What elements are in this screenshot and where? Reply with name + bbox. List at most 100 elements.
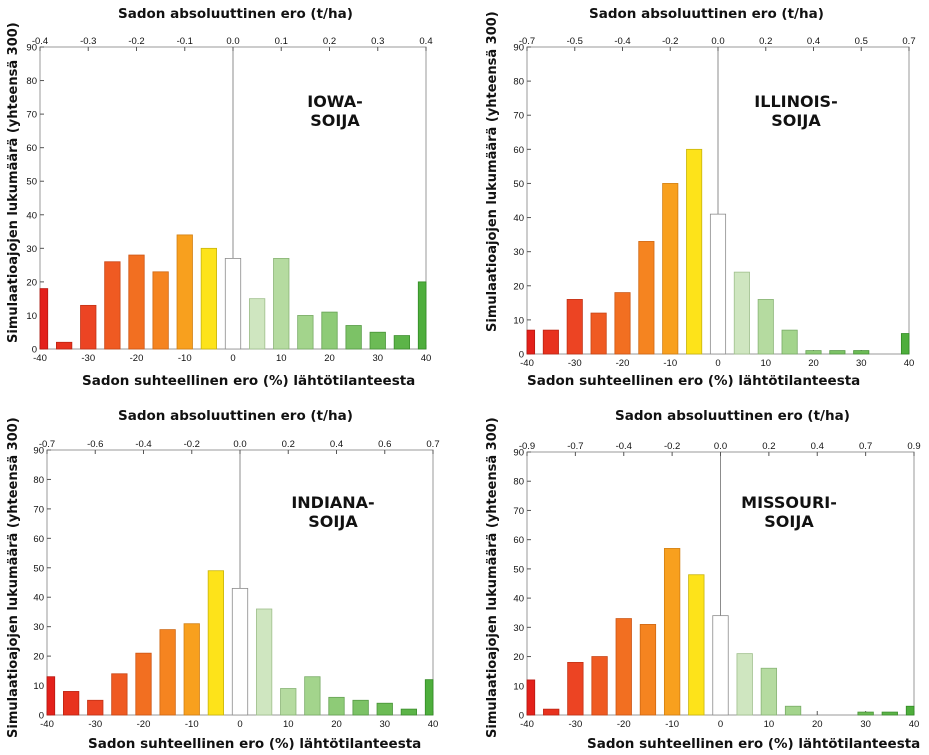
bar: [424, 679, 434, 716]
bar: [638, 241, 655, 355]
bar: [393, 335, 410, 350]
state-label-line-1: MISSOURI-: [741, 493, 837, 512]
bar: [224, 257, 242, 350]
x-tick-label: 30: [856, 358, 867, 369]
bar: [542, 329, 559, 355]
bar: [590, 312, 607, 355]
bar: [733, 271, 750, 355]
top-tick-label: 0.0: [226, 36, 239, 47]
top-tick-label: 0.9: [907, 441, 920, 452]
top-tick-label: -0.7: [519, 36, 535, 47]
y-tick-label: 30: [26, 244, 37, 255]
x-tick-label: -40: [40, 719, 54, 730]
bar: [369, 331, 386, 350]
state-label-line-1: ILLINOIS-: [754, 92, 838, 111]
y-tick-label: 20: [26, 277, 37, 288]
state-label: MISSOURI- SOIJA: [731, 493, 847, 531]
bar: [526, 329, 536, 355]
x-tick-label: -20: [616, 358, 630, 369]
x-tick-label: -10: [663, 358, 677, 369]
y-tick-label: 50: [33, 563, 44, 574]
bar: [249, 298, 266, 350]
top-tick-label: -0.4: [614, 36, 630, 47]
bar: [56, 341, 73, 350]
top-tick-label: -0.2: [184, 439, 200, 450]
y-tick-label: 10: [26, 311, 37, 322]
bar: [829, 350, 846, 355]
top-tick-label: -0.4: [32, 36, 48, 47]
bar: [256, 608, 273, 716]
bar: [591, 656, 608, 716]
x-tick-label: 30: [372, 353, 383, 364]
y-tick-label: 20: [33, 652, 44, 663]
bar: [566, 299, 583, 355]
state-label-line-1: IOWA-: [307, 92, 363, 111]
bar: [104, 261, 121, 350]
y-tick-label: 70: [33, 504, 44, 515]
x-tick-label: -30: [569, 719, 583, 730]
bar: [87, 699, 104, 716]
bar: [183, 623, 200, 716]
bar: [712, 615, 729, 716]
x-tick-label: -40: [33, 353, 47, 364]
chart-panel-indiana: Sadon absoluuttinen ero (t/ha) Simulaati…: [0, 398, 450, 755]
chart-panel-missouri: Sadon absoluuttinen ero (t/ha) Simulaati…: [479, 398, 929, 755]
y-tick-label: 70: [26, 110, 37, 121]
bar: [176, 234, 193, 350]
top-tick-label: 0.2: [762, 441, 775, 452]
y-tick-label: 60: [513, 535, 524, 546]
y-tick-label: 0: [519, 350, 524, 361]
x-tick-label: 30: [379, 719, 390, 730]
bar: [135, 652, 152, 716]
y-tick-label: 40: [33, 593, 44, 604]
bar: [280, 688, 297, 716]
top-tick-label: -0.1: [177, 36, 193, 47]
y-tick-label: 40: [513, 594, 524, 605]
x-tick-label: 40: [904, 358, 915, 369]
x-tick-label: -10: [185, 719, 199, 730]
top-tick-label: -0.4: [135, 439, 151, 450]
plot-area: 0 10 20 30 40 50 60 70 80 90 -40 -30 -20 -10 0 10 20 30 40…: [26, 36, 432, 364]
x-tick-label: 20: [324, 353, 335, 364]
bar: [736, 653, 753, 716]
y-tick-label: 0: [519, 711, 524, 722]
y-tick-label: 50: [513, 179, 524, 190]
bottom-axis-title: Sadon suhteellinen ero (%) lähtötilantee…: [527, 373, 861, 389]
y-axis-title: Simulaatioajojen lukumäärä (yhteensä 300…: [6, 22, 21, 343]
y-tick-label: 10: [513, 315, 524, 326]
top-tick-label: 0.4: [419, 36, 432, 47]
y-tick-label: 30: [513, 623, 524, 634]
x-tick-label: 20: [808, 358, 819, 369]
bottom-axis-title: Sadon suhteellinen ero (%) lähtötilantee…: [88, 736, 422, 752]
bar: [567, 661, 584, 716]
bottom-axis-title: Sadon suhteellinen ero (%) lähtötilantee…: [82, 373, 416, 389]
chart-panel-illinois: Sadon absoluuttinen ero (t/ha) Simulaati…: [479, 0, 929, 396]
x-tick-label: -40: [520, 358, 534, 369]
top-tick-label: 0.2: [323, 36, 336, 47]
y-tick-label: 80: [513, 477, 524, 488]
y-tick-label: 80: [33, 475, 44, 486]
state-label-line-1: INDIANA-: [291, 493, 375, 512]
y-tick-label: 30: [513, 247, 524, 258]
x-tick-label: -10: [665, 719, 679, 730]
x-tick-label: -10: [178, 353, 192, 364]
y-tick-label: 70: [513, 111, 524, 122]
y-tick-label: 60: [513, 145, 524, 156]
x-tick-label: -30: [88, 719, 102, 730]
top-tick-label: -0.9: [519, 441, 535, 452]
bar: [639, 624, 657, 716]
x-tick-label: -20: [137, 719, 151, 730]
top-tick-label: 0.7: [426, 439, 439, 450]
top-tick-label: 0.4: [330, 439, 343, 450]
bar: [304, 676, 321, 716]
y-tick-label: 90: [513, 448, 524, 459]
bar: [688, 574, 705, 716]
bar: [757, 299, 774, 355]
bar: [853, 350, 870, 355]
y-tick-label: 80: [513, 77, 524, 88]
bar: [231, 587, 249, 716]
bar: [615, 618, 632, 716]
bar: [663, 548, 681, 716]
bar: [857, 711, 874, 716]
bar: [805, 350, 822, 355]
